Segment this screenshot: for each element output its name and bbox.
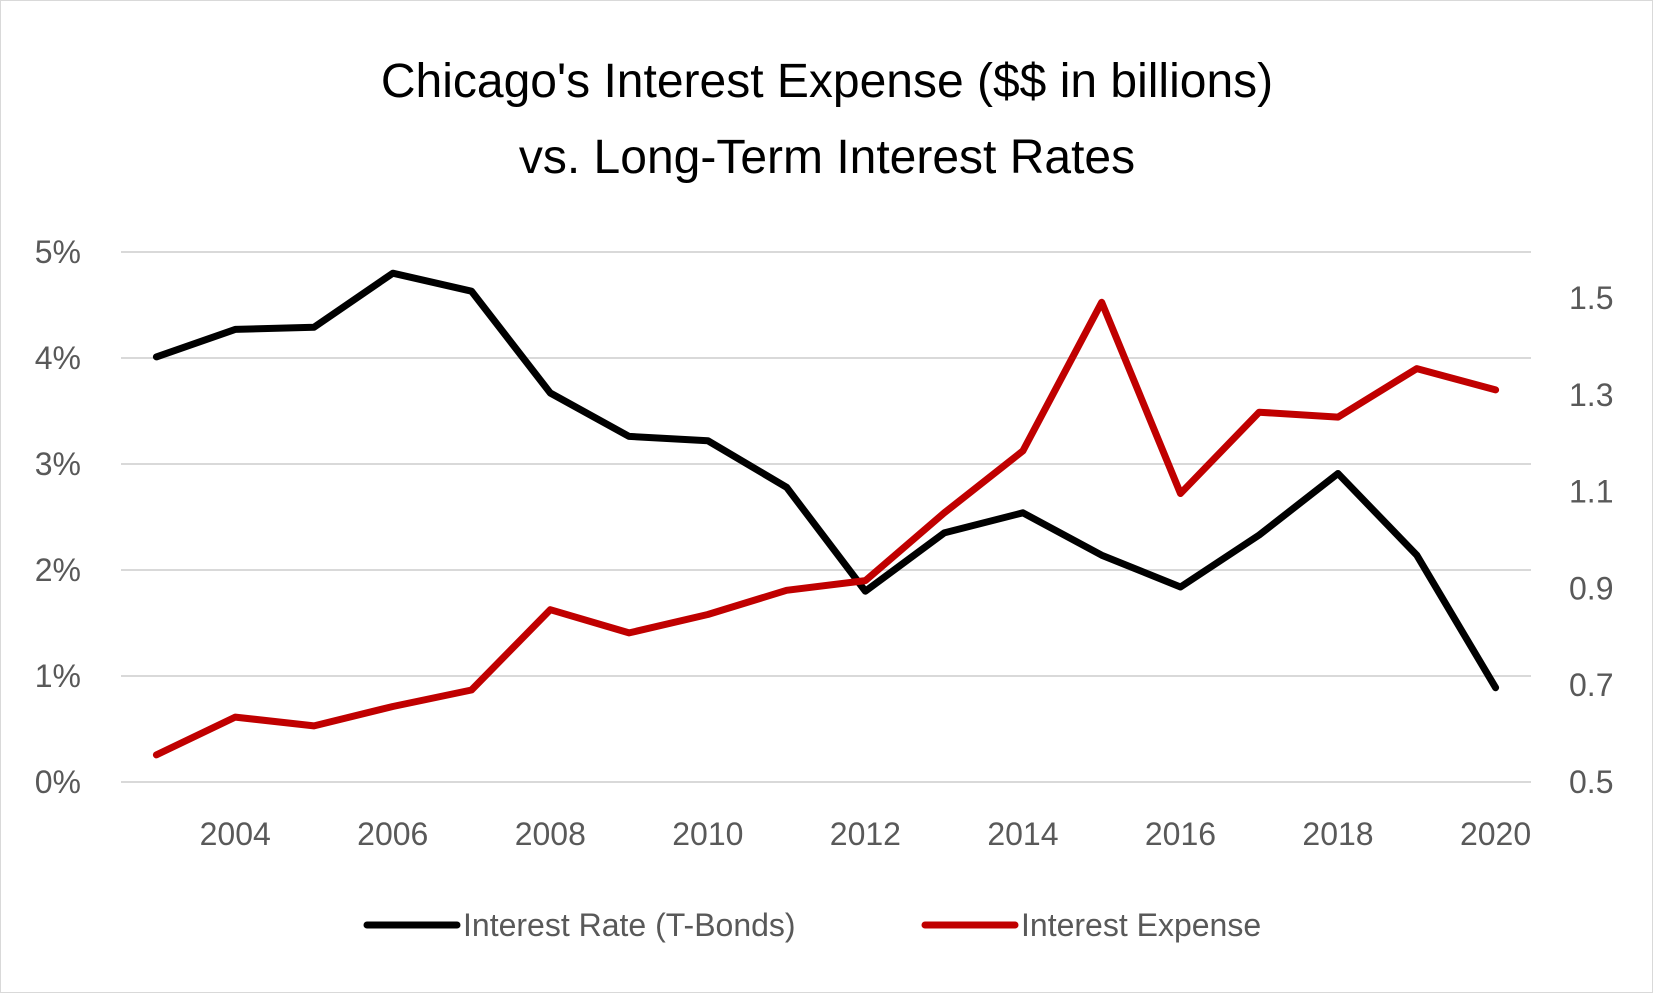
gridlines <box>121 251 1531 783</box>
left-y-tick-label: 1% <box>35 658 81 694</box>
series-lines <box>152 269 1500 759</box>
x-tick-label: 2006 <box>357 816 428 852</box>
right-y-tick-label: 1.5 <box>1569 280 1613 316</box>
left-y-tick-label: 5% <box>35 234 81 270</box>
left-y-axis: 0% 1% 2% 3% 4% 5% <box>35 234 81 800</box>
x-tick-label: 2020 <box>1460 816 1531 852</box>
chart-title: Chicago's Interest Expense ($$ in billio… <box>381 55 1273 184</box>
x-tick-label: 2012 <box>830 816 901 852</box>
chart-title-line-2: vs. Long-Term Interest Rates <box>519 131 1135 184</box>
legend: Interest Rate (T-Bonds) Interest Expense <box>363 907 1261 943</box>
left-y-tick-label: 3% <box>35 446 81 482</box>
legend-label: Interest Expense <box>1021 907 1261 943</box>
chart-title-line-1: Chicago's Interest Expense ($$ in billio… <box>381 55 1273 108</box>
right-y-tick-label: 1.1 <box>1569 474 1613 510</box>
right-y-tick-label: 0.5 <box>1569 764 1613 800</box>
x-tick-label: 2016 <box>1145 816 1216 852</box>
x-tick-label: 2008 <box>515 816 586 852</box>
x-tick-label: 2014 <box>987 816 1058 852</box>
left-y-tick-label: 0% <box>35 764 81 800</box>
x-tick-label: 2004 <box>200 816 271 852</box>
x-tick-label: 2018 <box>1302 816 1373 852</box>
series-line-interest-rate-t-bonds <box>152 269 1500 692</box>
right-y-tick-label: 0.7 <box>1569 667 1613 703</box>
right-y-tick-label: 0.9 <box>1569 570 1613 606</box>
legend-label: Interest Rate (T-Bonds) <box>463 907 796 943</box>
x-tick-label: 2010 <box>672 816 743 852</box>
left-y-tick-label: 4% <box>35 340 81 376</box>
right-y-tick-label: 1.3 <box>1569 377 1613 413</box>
x-axis: 2004 2006 2008 2010 2012 2014 2016 2018 2020 <box>200 816 1532 852</box>
series-line-interest-expense <box>152 298 1500 759</box>
right-y-axis: 0.5 0.7 0.9 1.1 1.3 1.5 <box>1569 280 1613 800</box>
left-y-tick-label: 2% <box>35 552 81 588</box>
